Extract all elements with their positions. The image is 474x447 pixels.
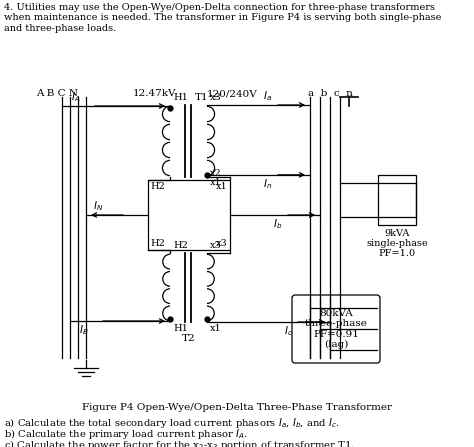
- Text: 4. Utilities may use the Open-Wye/Open-Delta connection for three-phase transfor: 4. Utilities may use the Open-Wye/Open-D…: [4, 3, 441, 33]
- Text: T1: T1: [195, 93, 209, 102]
- Text: x3: x3: [210, 241, 222, 250]
- Text: $I_a$: $I_a$: [264, 89, 273, 103]
- Text: Figure P4 Open-Wye/Open-Delta Three-Phase Transformer: Figure P4 Open-Wye/Open-Delta Three-Phas…: [82, 402, 392, 412]
- Text: a  b  c  n: a b c n: [308, 89, 353, 98]
- Text: $I_N$: $I_N$: [93, 199, 103, 213]
- Text: PF=1.0: PF=1.0: [378, 249, 416, 258]
- Text: $I_c$: $I_c$: [283, 324, 292, 338]
- Bar: [148, 180, 230, 250]
- Text: 9kVA: 9kVA: [384, 229, 410, 238]
- Text: b) Calculate the primary load current phasor $I_A$.: b) Calculate the primary load current ph…: [4, 427, 248, 441]
- Text: $I_n$: $I_n$: [264, 177, 273, 190]
- Text: $I_B$: $I_B$: [79, 323, 89, 337]
- Text: H1: H1: [173, 324, 188, 333]
- Text: 12.47kV: 12.47kV: [133, 89, 177, 98]
- Text: x1: x1: [216, 182, 228, 191]
- Text: c) Calculate the power factor for the x$_2$-x$_3$ portion of transformer T1.: c) Calculate the power factor for the x$…: [4, 438, 355, 447]
- Text: x1: x1: [210, 178, 222, 187]
- Text: H1: H1: [173, 93, 188, 102]
- Text: H2: H2: [150, 239, 165, 248]
- Text: 120/240V: 120/240V: [207, 89, 257, 98]
- Text: x3: x3: [216, 239, 228, 248]
- Bar: [378, 175, 416, 225]
- Text: x1: x1: [210, 324, 222, 333]
- Text: T2: T2: [182, 334, 195, 343]
- Text: $I_A$: $I_A$: [71, 90, 81, 104]
- Text: single-phase: single-phase: [366, 239, 428, 248]
- Text: $I_b$: $I_b$: [273, 217, 283, 231]
- Text: x2: x2: [210, 169, 222, 178]
- Text: A B C N: A B C N: [36, 89, 78, 98]
- Text: x3: x3: [210, 93, 222, 102]
- Text: 80kVA
three-phase
PF=0.91
(lag): 80kVA three-phase PF=0.91 (lag): [305, 309, 367, 349]
- Text: H2: H2: [173, 241, 188, 250]
- Text: H2: H2: [150, 182, 165, 191]
- Text: a) Calculate the total secondary load current phasors $I_a$, $I_b$, and $I_c$.: a) Calculate the total secondary load cu…: [4, 416, 339, 430]
